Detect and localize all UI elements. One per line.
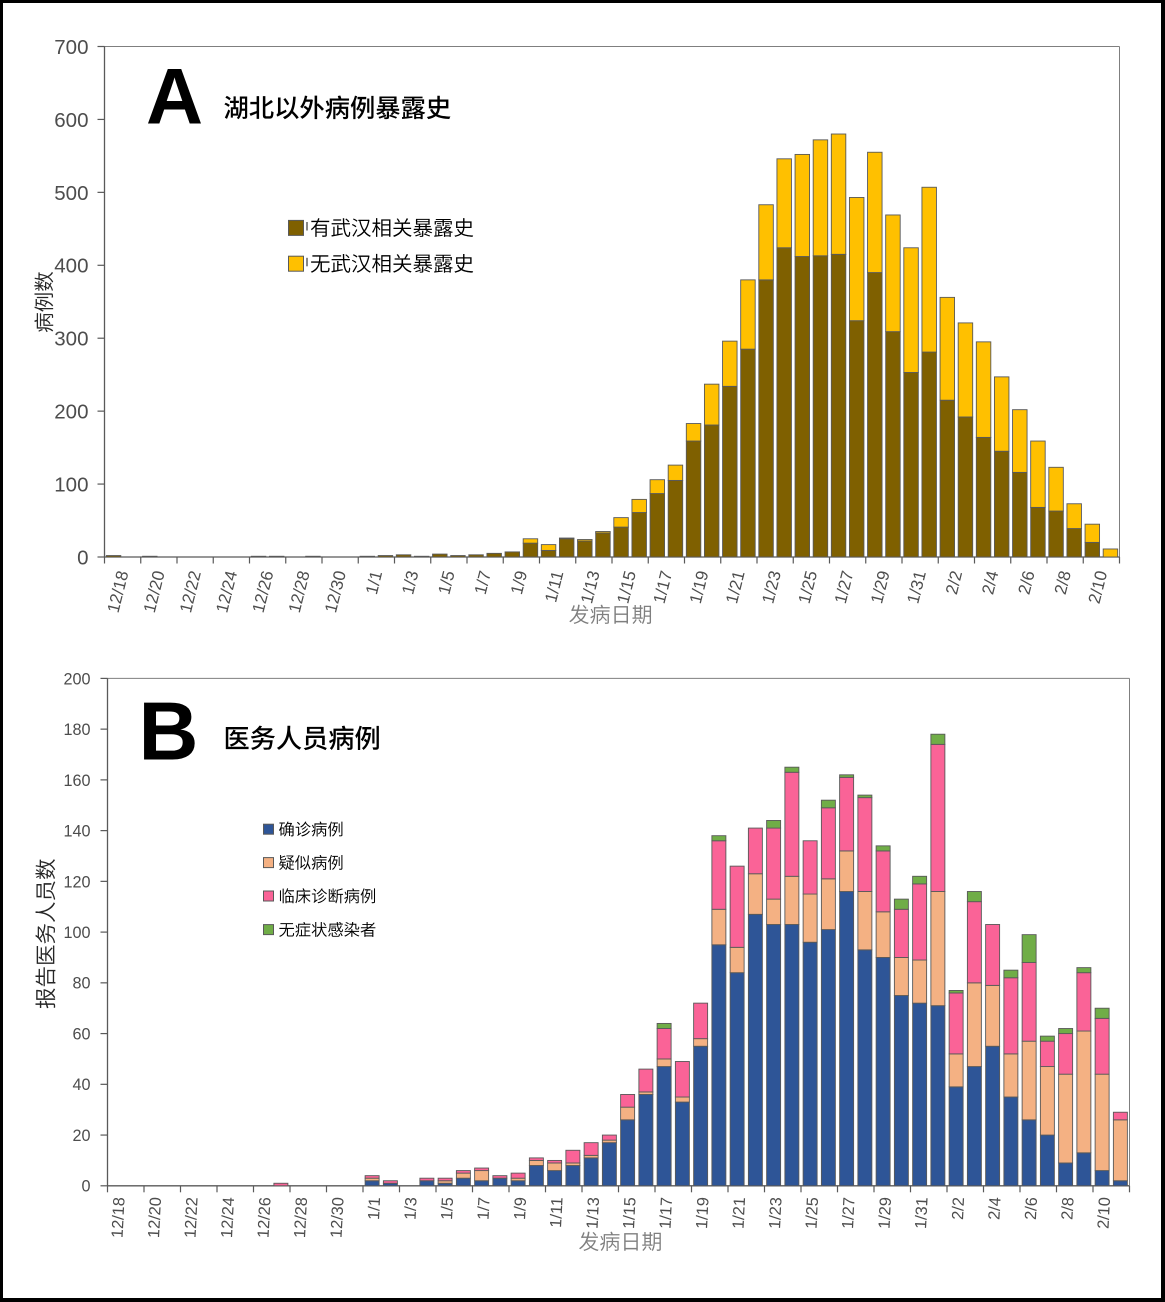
svg-text:1/7: 1/7: [474, 1197, 493, 1221]
svg-text:1/29: 1/29: [875, 1197, 895, 1230]
svg-text:12/30: 12/30: [328, 1197, 348, 1239]
svg-text:12/24: 12/24: [218, 1197, 238, 1239]
svg-text:180: 180: [63, 721, 90, 739]
svg-text:2/8: 2/8: [1058, 1197, 1077, 1221]
svg-text:1/19: 1/19: [693, 1197, 713, 1230]
svg-text:2/2: 2/2: [949, 1197, 968, 1221]
svg-text:20: 20: [72, 1127, 90, 1145]
svg-text:700: 700: [54, 36, 88, 59]
svg-text:1/5: 1/5: [438, 1197, 457, 1221]
svg-text:1/25: 1/25: [802, 1197, 822, 1230]
svg-text:100: 100: [63, 924, 90, 942]
svg-text:12/18: 12/18: [109, 1197, 129, 1239]
svg-text:2/6: 2/6: [1022, 1197, 1041, 1221]
svg-text:600: 600: [54, 109, 88, 132]
svg-text:B: B: [139, 684, 199, 777]
svg-text:1/23: 1/23: [766, 1197, 786, 1230]
svg-text:1/21: 1/21: [729, 1197, 749, 1230]
svg-text:40: 40: [72, 1076, 90, 1094]
svg-text:1/17: 1/17: [656, 1197, 676, 1230]
svg-text:12/22: 12/22: [182, 1197, 202, 1239]
svg-text:1/11: 1/11: [547, 1197, 567, 1228]
svg-text:60: 60: [72, 1025, 90, 1043]
svg-text:1/1: 1/1: [365, 1197, 384, 1221]
svg-text:12/20: 12/20: [145, 1197, 165, 1239]
svg-text:100: 100: [54, 473, 88, 496]
svg-text:1/31: 1/31: [912, 1197, 932, 1230]
svg-text:12/26: 12/26: [255, 1197, 275, 1239]
svg-text:A: A: [146, 52, 203, 141]
svg-text:140: 140: [63, 823, 90, 841]
svg-text:2/10: 2/10: [1094, 1197, 1114, 1230]
svg-text:200: 200: [54, 401, 88, 424]
svg-text:160: 160: [63, 772, 90, 790]
svg-text:1/27: 1/27: [839, 1197, 859, 1230]
svg-text:0: 0: [81, 1178, 90, 1196]
svg-text:120: 120: [63, 873, 90, 891]
svg-text:1/9: 1/9: [511, 1197, 530, 1221]
svg-text:300: 300: [54, 328, 88, 351]
svg-text:500: 500: [54, 182, 88, 205]
svg-text:12/28: 12/28: [291, 1197, 311, 1239]
svg-text:200: 200: [63, 670, 90, 688]
svg-text:80: 80: [72, 975, 90, 993]
svg-text:400: 400: [54, 255, 88, 278]
svg-text:1/15: 1/15: [620, 1197, 640, 1230]
svg-text:2/4: 2/4: [985, 1197, 1004, 1221]
svg-text:1/3: 1/3: [401, 1197, 420, 1221]
svg-text:1/13: 1/13: [583, 1197, 603, 1230]
svg-text:0: 0: [77, 546, 88, 569]
